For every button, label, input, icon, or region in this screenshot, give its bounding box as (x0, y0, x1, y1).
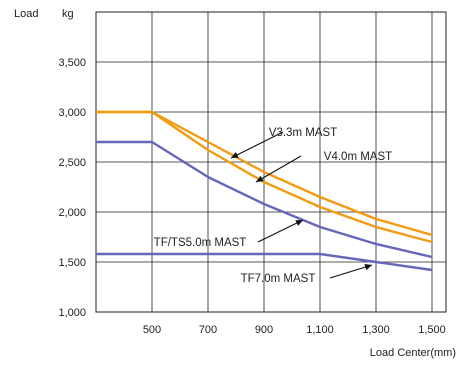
series-label: TF/TS5.0m MAST (154, 237, 247, 249)
series-lines (96, 110, 433, 272)
y-tick-label: 3,000 (58, 107, 86, 119)
grid (95, 11, 447, 313)
annotation-leader (329, 264, 373, 279)
y-tick-label: 2,500 (58, 157, 86, 169)
annotation-arrowhead (295, 220, 303, 226)
annotation-leader (230, 131, 284, 159)
annotation-arrowhead (231, 152, 239, 158)
x-tick-label: 1,100 (306, 324, 334, 336)
x-tick-label: 500 (143, 324, 161, 336)
series-label: TF7.0m MAST (241, 273, 316, 285)
series-line (96, 110, 433, 244)
y-tick-label: 1,000 (58, 307, 86, 319)
annotation-leader (257, 219, 304, 243)
series-annotations: V3.3m MAST V4.0m MAST TF/TS5.0m MAST TF7.0m… (154, 127, 393, 285)
annotation-leader (255, 155, 302, 183)
x-tick-label: 900 (255, 324, 273, 336)
series-label: V3.3m MAST (269, 127, 337, 139)
x-axis-label: Load Center(mm) (370, 347, 456, 359)
y-axis-unit: kg (62, 8, 74, 20)
series-line (96, 140, 433, 259)
series-label: V4.0m MAST (324, 151, 392, 163)
annotation-arrowhead (256, 175, 264, 182)
x-tick-label: 700 (199, 324, 217, 336)
x-tick-label: 1,300 (362, 324, 390, 336)
y-tick-label: 3,500 (58, 57, 86, 69)
tick-labels: 500 700 900 1,100 1,300 1,500 1,000 1,500 2,000 2… (58, 57, 445, 336)
series-line (96, 252, 433, 272)
y-tick-label: 1,500 (58, 257, 86, 269)
y-tick-label: 2,000 (58, 207, 86, 219)
y-axis-label: Load (14, 8, 38, 20)
annotation-arrowhead (364, 264, 372, 271)
x-tick-label: 1,500 (418, 324, 446, 336)
